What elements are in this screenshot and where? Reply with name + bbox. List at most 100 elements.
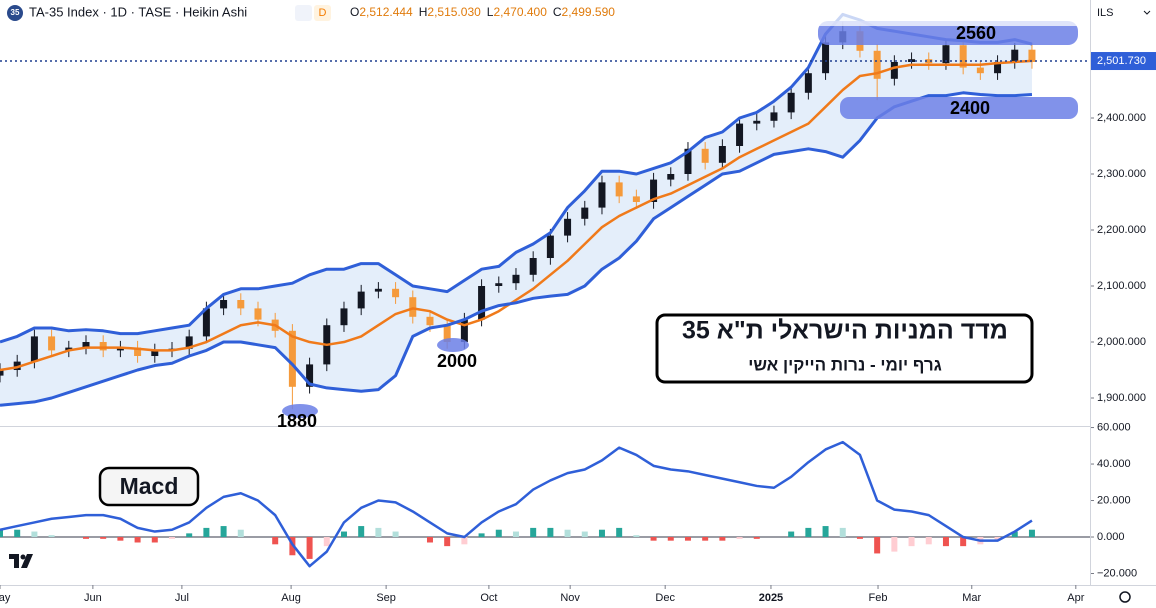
y-tick-label: 2,100.000: [1097, 280, 1146, 292]
histogram-bar: [719, 537, 726, 541]
candle-body: [151, 350, 159, 357]
macd-line: [0, 440, 1033, 568]
histogram-bar: [358, 526, 365, 538]
candle-body: [667, 173, 675, 180]
histogram-bar: [874, 537, 881, 554]
histogram-bar: [684, 537, 691, 541]
candle-body: [426, 316, 434, 326]
ohlc-value: 2,515.030: [427, 5, 481, 19]
histogram-bar: [942, 537, 949, 547]
annotation: 2000: [437, 351, 477, 371]
dropdown-icon[interactable]: [1143, 10, 1151, 15]
histogram-bar: [925, 537, 932, 545]
candle-body: [650, 179, 658, 202]
y-tick-label: 20.000: [1097, 494, 1131, 506]
candle-body: [581, 207, 589, 219]
x-tick-label: Jun: [84, 592, 102, 604]
histogram-bar: [323, 537, 330, 547]
candle-body: [288, 330, 296, 387]
candle-body: [787, 92, 795, 113]
histogram-bar: [805, 527, 812, 538]
histogram-bar: [908, 537, 915, 547]
ohlc-key: C: [553, 5, 562, 19]
candle-body: [546, 235, 554, 259]
histogram-bar: [220, 526, 227, 538]
candle-body: [409, 297, 417, 317]
histogram-bar: [839, 527, 846, 538]
candle-body: [99, 342, 107, 351]
histogram-bar: [461, 537, 468, 545]
x-tick-label: Sep: [376, 592, 396, 604]
x-tick-label: 2025: [759, 592, 783, 604]
y-tick-label: −20.000: [1097, 567, 1137, 579]
candle-body: [357, 291, 365, 309]
histogram-bar: [14, 529, 21, 538]
histogram-bar: [512, 531, 519, 538]
histogram-bar: [616, 527, 623, 538]
histogram-bar: [856, 537, 863, 539]
candle-body: [615, 182, 623, 197]
candle-body: [632, 196, 640, 202]
candle-body: [770, 112, 778, 121]
x-tick-label: Feb: [869, 592, 888, 604]
price-panel: 1,900.000 2,000.000 2,100.000 2,200.000 2,30…: [0, 12, 1156, 410]
flag: D: [319, 7, 327, 19]
histogram-bar: [392, 531, 399, 538]
x-tick-label: Mar: [962, 592, 981, 604]
candle-body: [340, 308, 348, 326]
histogram-bar: [117, 537, 124, 541]
x-tick-label: Dec: [655, 592, 675, 604]
button[interactable]: [295, 5, 312, 21]
y-tick-label: 2,300.000: [1097, 168, 1146, 180]
candle-body: [976, 67, 984, 74]
highlight: [437, 338, 469, 352]
candle-body: [684, 148, 692, 174]
caption-box: [655, 313, 1034, 384]
candle-body: [994, 61, 1002, 74]
candle-body: [48, 336, 56, 351]
highlight: [840, 97, 1078, 119]
annotation: 2400: [950, 98, 990, 118]
x-tick-label: Aug: [281, 592, 301, 604]
band-line: [0, 91, 1033, 407]
x-tick-label: Apr: [1067, 592, 1084, 604]
histogram-bar: [598, 529, 605, 538]
candle-body: [0, 370, 4, 376]
candle-body: [598, 182, 606, 208]
ohlc: O2,512.444 H2,515.030 L2,470.400 C2,499.590: [350, 5, 615, 19]
candle-body: [13, 361, 21, 371]
histogram-bar: [891, 537, 898, 552]
candle-body: [1011, 49, 1019, 62]
ohlc-key: H: [419, 5, 428, 19]
candle-body: [701, 148, 709, 163]
histogram-bar: [667, 537, 674, 541]
candle-body: [202, 308, 210, 337]
histogram-bar: [375, 527, 382, 538]
ohlc-value: 2,470.400: [493, 5, 547, 19]
candle-body: [392, 288, 400, 298]
settings-icon[interactable]: [1119, 591, 1131, 603]
histogram-bar: [203, 527, 210, 538]
histogram-bar: [702, 537, 709, 541]
candle-body: [753, 120, 761, 124]
header-bg: [0, 0, 1090, 26]
histogram-bar: [547, 527, 554, 538]
y-tick-label: 0.000: [1097, 531, 1125, 543]
x-tick-label: May: [0, 592, 11, 604]
candle-body: [718, 145, 726, 163]
annotation: 2560: [956, 23, 996, 43]
candle-body: [185, 336, 193, 349]
symbol-title: TA-35 Index · 1D · TASE · Heikin Ashi: [29, 4, 247, 19]
caption-subtitle: גרף יומי - נרות הייקין אשי: [748, 355, 942, 374]
x-tick-label: Jul: [175, 592, 189, 604]
y-tick-label: 40.000: [1097, 458, 1131, 470]
candle-body: [134, 347, 142, 357]
candle-body: [564, 218, 572, 236]
histogram-bar: [788, 531, 795, 538]
histogram-bar: [134, 537, 141, 543]
x-tick-label: Nov: [560, 592, 580, 604]
y-tick-label: 60.000: [1097, 421, 1131, 433]
histogram-bar: [736, 537, 743, 539]
last-price-box: [1091, 52, 1156, 71]
